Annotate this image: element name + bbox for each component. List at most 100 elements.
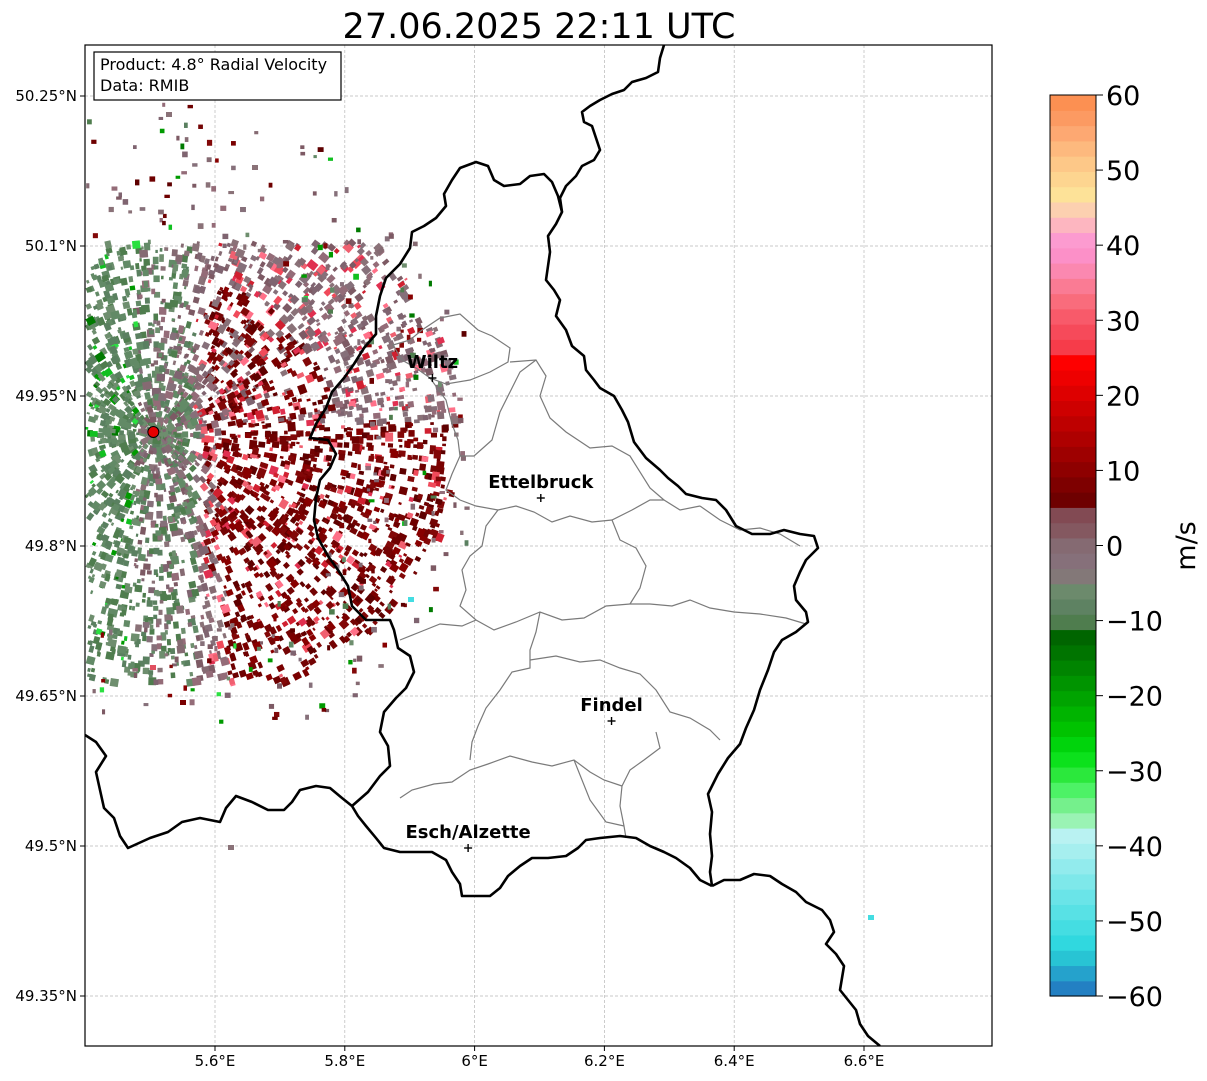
echo-cell [148,463,155,470]
echo-cell [351,519,358,526]
echo-cell [272,392,278,397]
echo-cell [192,381,202,390]
echo-cell [380,404,385,408]
echo-cell [317,244,323,251]
echo-cell [280,676,288,685]
echo-cell [413,374,419,380]
colorbar-band [1050,354,1096,371]
echo-cell [169,485,176,494]
echo-cell [407,400,415,408]
echo-cell [153,313,159,322]
echo-cell [394,396,399,401]
echo-cell [280,445,289,452]
echo-cell [211,186,217,192]
colorbar-tick-label: 40 [1106,231,1140,262]
echo-cell [175,605,185,614]
lon-tick-label: 6°E [461,1052,488,1070]
echo-cell [192,474,202,484]
echo-cell [170,555,180,565]
colorbar-band [1050,568,1096,585]
echo-cell [172,476,178,483]
echo-cell [278,417,285,422]
echo-cell [162,563,169,573]
echo-cell [398,486,409,496]
echo-cell [132,428,137,432]
echo-cell [86,343,94,351]
echo-cell [259,481,265,487]
echo-cell [122,199,129,205]
echo-cell [284,550,290,556]
echo-cell [352,443,360,452]
echo-cell [376,575,382,581]
echo-cell [430,405,438,412]
echo-cell [335,564,340,569]
echo-cell [375,372,385,380]
echo-cell [363,394,373,404]
echo-cell [142,667,150,675]
echo-cell [114,454,120,460]
echo-cell [88,469,99,479]
echo-cell [408,294,413,300]
echo-cell [323,367,329,372]
echo-cell [312,466,320,473]
echo-cell [353,487,364,498]
echo-cell [283,543,291,551]
echo-cell [142,381,153,391]
echo-cell [375,455,384,464]
echo-cell [417,327,423,334]
echo-cell [367,434,374,441]
echo-cell [203,500,211,508]
echo-cell [183,381,189,389]
echo-cell [373,520,377,524]
echo-cell [264,300,271,307]
echo-cell [318,307,324,312]
echo-cell [429,518,439,527]
echo-cell [90,436,96,442]
echo-cell [376,435,382,440]
echo-cell [195,385,201,391]
echo-cell [171,663,177,667]
echo-cell [214,523,222,532]
echo-cell [286,341,293,347]
radar-site-marker[interactable] [147,426,160,438]
echo-cell [257,620,265,629]
echo-cell [399,342,404,348]
echo-cell [359,524,368,531]
echo-cell [276,644,282,650]
echo-cell [203,568,214,579]
echo-cell [129,599,133,604]
echo-cell [157,347,160,352]
echo-cell [239,294,249,304]
echo-cell [208,402,216,410]
echo-cell [207,644,213,650]
echo-cell [289,455,295,462]
echo-cell [349,640,354,646]
echo-cell [344,544,353,553]
echo-cell [167,515,174,523]
echo-cell [285,242,296,252]
echo-cell [191,204,195,211]
echo-cell [126,307,133,316]
echo-cell [245,672,254,681]
echo-cell [352,667,357,674]
echo-cell [292,346,302,355]
echo-cell [141,578,145,582]
echo-cell [250,431,258,436]
echo-cell [253,353,262,362]
echo-cell [88,645,95,653]
echo-cell [286,323,298,334]
echo-cell [310,547,317,553]
echo-cell [377,399,384,406]
echo-cell [398,439,403,442]
echo-cell [461,331,467,337]
echo-cell [157,679,164,685]
echo-cell [236,353,245,362]
echo-cell [199,529,207,538]
echo-cell [400,287,405,293]
echo-cell [306,478,311,483]
echo-cell [333,248,340,255]
echo-cell [95,386,104,395]
echo-cell [435,460,445,470]
